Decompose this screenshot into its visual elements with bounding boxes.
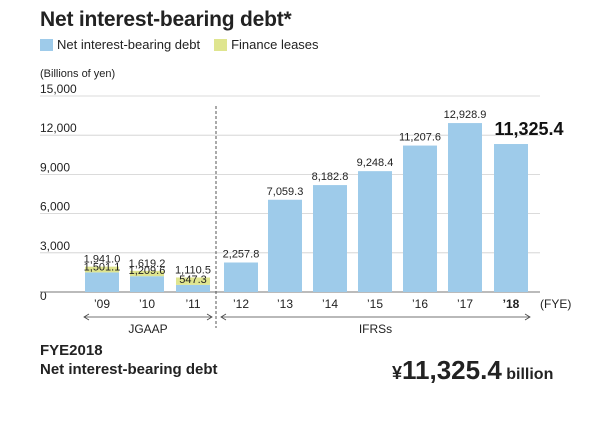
x-tick-label: ’14 <box>322 297 338 311</box>
period-bracket-arrow-right <box>206 313 213 321</box>
data-label: 1,209.6 <box>129 265 166 277</box>
bar-chart: (Billions of yen) 0 3,000 6,000 9,000 12,000 1… <box>40 68 571 336</box>
data-label-total: 1,110.5 <box>175 264 211 276</box>
x-tick-label: ’17 <box>457 297 473 311</box>
data-label: 7,059.3 <box>267 186 304 198</box>
data-label-total: 1,619.2 <box>129 258 166 270</box>
legend-label-finance-leases: Finance leases <box>231 37 319 52</box>
x-tick-label: ’18 <box>503 297 520 311</box>
x-tick-label: ’09 <box>94 297 110 311</box>
period-label: JGAAP <box>128 322 167 336</box>
bar-net-debt <box>494 144 528 292</box>
x-axis-label: (FYE) <box>540 297 571 311</box>
data-label: 9,248.4 <box>357 157 394 169</box>
period-bracket-arrow-right <box>524 313 531 321</box>
x-tick-label: ’10 <box>139 297 155 311</box>
y-tick-label: 6,000 <box>40 200 70 214</box>
bar-net-debt <box>358 171 392 292</box>
y-axis-label: (Billions of yen) <box>40 68 115 80</box>
y-tick-label: 3,000 <box>40 239 70 253</box>
bar-net-debt <box>85 272 119 292</box>
y-tick-label: 15,000 <box>40 82 77 96</box>
summary-fye-label: FYE2018 <box>40 342 103 359</box>
legend-swatch-net-debt <box>40 38 53 51</box>
legend-item-net-debt: Net interest-bearing debt <box>40 37 200 52</box>
data-label: 11,207.6 <box>399 132 441 144</box>
data-label-highlight: 11,325.4 <box>494 119 563 139</box>
summary-metric-label: Net interest-bearing debt <box>40 361 218 378</box>
x-tick-label: ’16 <box>412 297 428 311</box>
bar-net-debt <box>176 284 210 292</box>
data-label: 8,182.8 <box>312 171 349 183</box>
x-tick-label: ’12 <box>233 297 249 311</box>
data-label: 547.3 <box>179 274 207 286</box>
chart-title: Net interest-bearing debt* <box>40 8 292 31</box>
period-label: IFRSs <box>359 322 392 336</box>
legend-item-finance-leases: Finance leases <box>214 37 319 52</box>
x-tick-label: ’11 <box>185 297 200 311</box>
y-tick-label: 9,000 <box>40 160 70 174</box>
x-tick-label: ’15 <box>367 297 383 311</box>
summary-unit: billion <box>506 366 554 383</box>
summary-value: ¥11,325.4 billion <box>392 355 553 386</box>
legend-label-net-debt: Net interest-bearing debt <box>57 37 201 52</box>
period-bracket-arrow-left <box>83 313 90 321</box>
y-tick-label: 0 <box>40 289 47 303</box>
bar-net-debt <box>224 262 258 292</box>
legend-swatch-finance-leases <box>214 38 228 51</box>
x-tick-label: ’13 <box>277 297 293 311</box>
bar-net-debt <box>313 185 347 292</box>
bar-finance-leases <box>85 266 119 273</box>
data-label-total: 1,941.0 <box>84 254 121 266</box>
summary-currency: ¥ <box>392 363 403 383</box>
bar-net-debt <box>130 276 164 292</box>
bar-net-debt <box>268 199 302 292</box>
data-label: 2,257.8 <box>223 248 260 260</box>
chart-legend: Net interest-bearing debt Finance leases <box>40 37 333 52</box>
summary-number: 11,325.4 <box>402 355 502 385</box>
bar-net-debt <box>403 145 437 292</box>
data-label: 1,501.1 <box>84 261 121 273</box>
bar-net-debt <box>448 123 482 292</box>
y-tick-label: 12,000 <box>40 121 77 135</box>
bar-finance-leases <box>176 277 210 285</box>
data-label: 12,928.9 <box>444 109 487 121</box>
bar-finance-leases <box>130 270 164 277</box>
period-bracket-arrow-left <box>220 313 227 321</box>
